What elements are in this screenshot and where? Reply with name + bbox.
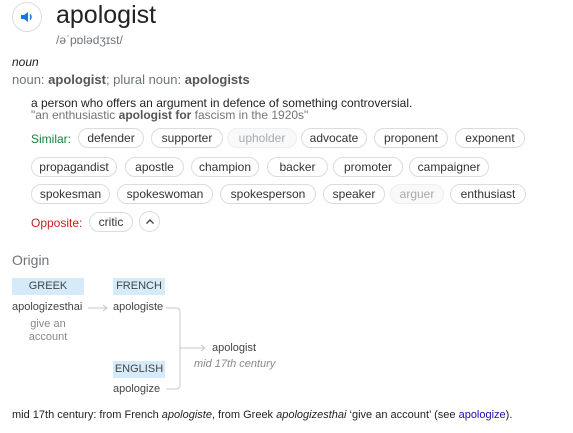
apologize-link[interactable]: apologize bbox=[458, 409, 506, 421]
definition-text: a person who offers an argument in defen… bbox=[31, 96, 413, 110]
similar-chip[interactable]: spokesman bbox=[31, 184, 110, 204]
french-word: apologiste bbox=[113, 301, 164, 313]
result-word: apologist bbox=[212, 342, 257, 354]
similar-chip[interactable]: enthusiast bbox=[450, 184, 526, 204]
similar-chip[interactable]: backer bbox=[267, 157, 328, 177]
greek-word: apologizesthai bbox=[12, 301, 83, 313]
english-word: apologize bbox=[113, 383, 161, 395]
phonetic: /əˈpɒlədʒɪst/ bbox=[56, 33, 123, 47]
headword: apologist bbox=[56, 1, 157, 29]
chevron-up-icon bbox=[145, 218, 154, 224]
similar-chip[interactable]: exponent bbox=[455, 128, 525, 148]
pronunciation-speaker-button[interactable] bbox=[12, 2, 42, 32]
greek-gloss: give an account bbox=[28, 318, 68, 343]
definition-example: "an enthusiastic apologist for fascism i… bbox=[31, 108, 309, 122]
similar-chip[interactable]: champion bbox=[191, 157, 259, 177]
similar-chip[interactable]: apostle bbox=[125, 157, 184, 177]
collapse-button[interactable] bbox=[139, 211, 160, 232]
similar-chip[interactable]: supporter bbox=[151, 128, 223, 148]
similar-chip[interactable]: arguer bbox=[390, 184, 444, 204]
similar-chip[interactable]: spokeswoman bbox=[117, 184, 213, 204]
similar-chip[interactable]: campaigner bbox=[409, 157, 489, 177]
opposite-label: Opposite: bbox=[31, 216, 83, 230]
similar-chip[interactable]: promoter bbox=[333, 157, 403, 177]
part-of-speech: noun bbox=[12, 55, 39, 69]
similar-chip[interactable]: proponent bbox=[374, 128, 448, 148]
result-century: mid 17th century bbox=[194, 358, 276, 370]
similar-chip[interactable]: speaker bbox=[323, 184, 385, 204]
greek-label: GREEK bbox=[12, 278, 84, 295]
similar-chip[interactable]: defender bbox=[78, 128, 144, 148]
origin-heading: Origin bbox=[12, 252, 50, 268]
opposite-chip[interactable]: critic bbox=[89, 212, 133, 232]
similar-label: Similar: bbox=[31, 132, 72, 146]
similar-chip[interactable]: propagandist bbox=[31, 157, 117, 177]
similar-chip[interactable]: upholder bbox=[227, 128, 297, 148]
french-label: FRENCH bbox=[113, 278, 165, 295]
speaker-icon bbox=[21, 12, 32, 22]
etymology-footer: mid 17th century: from French apologiste… bbox=[12, 409, 513, 421]
similar-chip[interactable]: spokesperson bbox=[220, 184, 316, 204]
similar-chip[interactable]: advocate bbox=[301, 128, 367, 148]
word-forms: noun: apologist; plural noun: apologists bbox=[12, 72, 250, 87]
english-label: ENGLISH bbox=[113, 361, 165, 378]
